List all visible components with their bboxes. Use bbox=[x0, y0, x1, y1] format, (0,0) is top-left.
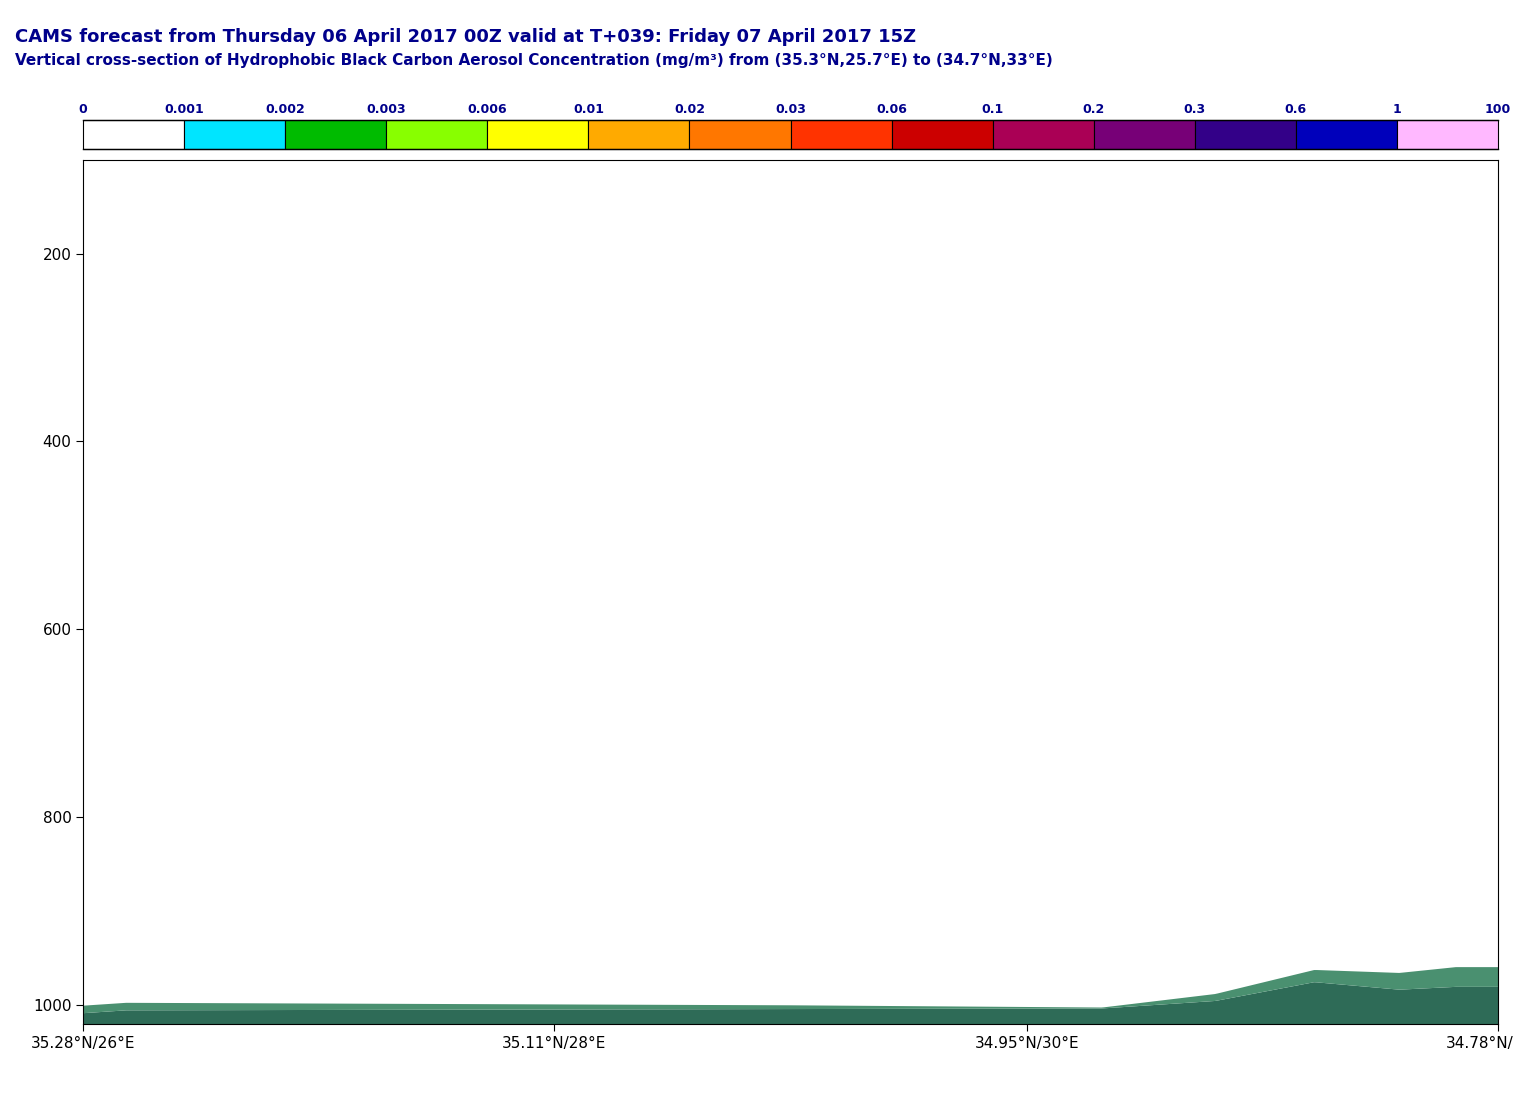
Text: 0.1: 0.1 bbox=[982, 102, 1003, 116]
Text: CAMS forecast from Thursday 06 April 2017 00Z valid at T+039: Friday 07 April 20: CAMS forecast from Thursday 06 April 201… bbox=[15, 28, 917, 45]
Text: 0.002: 0.002 bbox=[265, 102, 306, 116]
Bar bbox=[690, 120, 791, 149]
Text: 0.006: 0.006 bbox=[468, 102, 507, 116]
Bar bbox=[891, 120, 993, 149]
Bar bbox=[83, 120, 185, 149]
Bar bbox=[487, 120, 589, 149]
Text: Vertical cross-section of Hydrophobic Black Carbon Aerosol Concentration (mg/m³): Vertical cross-section of Hydrophobic Bl… bbox=[15, 53, 1053, 68]
Text: 0.03: 0.03 bbox=[775, 102, 806, 116]
Bar bbox=[286, 120, 386, 149]
Text: 0.01: 0.01 bbox=[573, 102, 604, 116]
Text: 1: 1 bbox=[1392, 102, 1401, 116]
Text: 100: 100 bbox=[1484, 102, 1511, 116]
Bar bbox=[1396, 120, 1498, 149]
Bar bbox=[185, 120, 286, 149]
Text: 0.2: 0.2 bbox=[1083, 102, 1104, 116]
Bar bbox=[993, 120, 1094, 149]
Text: 0.06: 0.06 bbox=[876, 102, 906, 116]
Text: 0.001: 0.001 bbox=[165, 102, 204, 116]
Text: 0: 0 bbox=[79, 102, 88, 116]
Text: 0.02: 0.02 bbox=[673, 102, 705, 116]
Bar bbox=[589, 120, 690, 149]
Text: 0.003: 0.003 bbox=[366, 102, 405, 116]
Bar bbox=[1195, 120, 1295, 149]
Bar bbox=[791, 120, 891, 149]
Bar bbox=[386, 120, 487, 149]
Text: 0.3: 0.3 bbox=[1183, 102, 1206, 116]
Bar bbox=[1094, 120, 1195, 149]
Text: 0.6: 0.6 bbox=[1285, 102, 1307, 116]
Bar bbox=[1295, 120, 1396, 149]
